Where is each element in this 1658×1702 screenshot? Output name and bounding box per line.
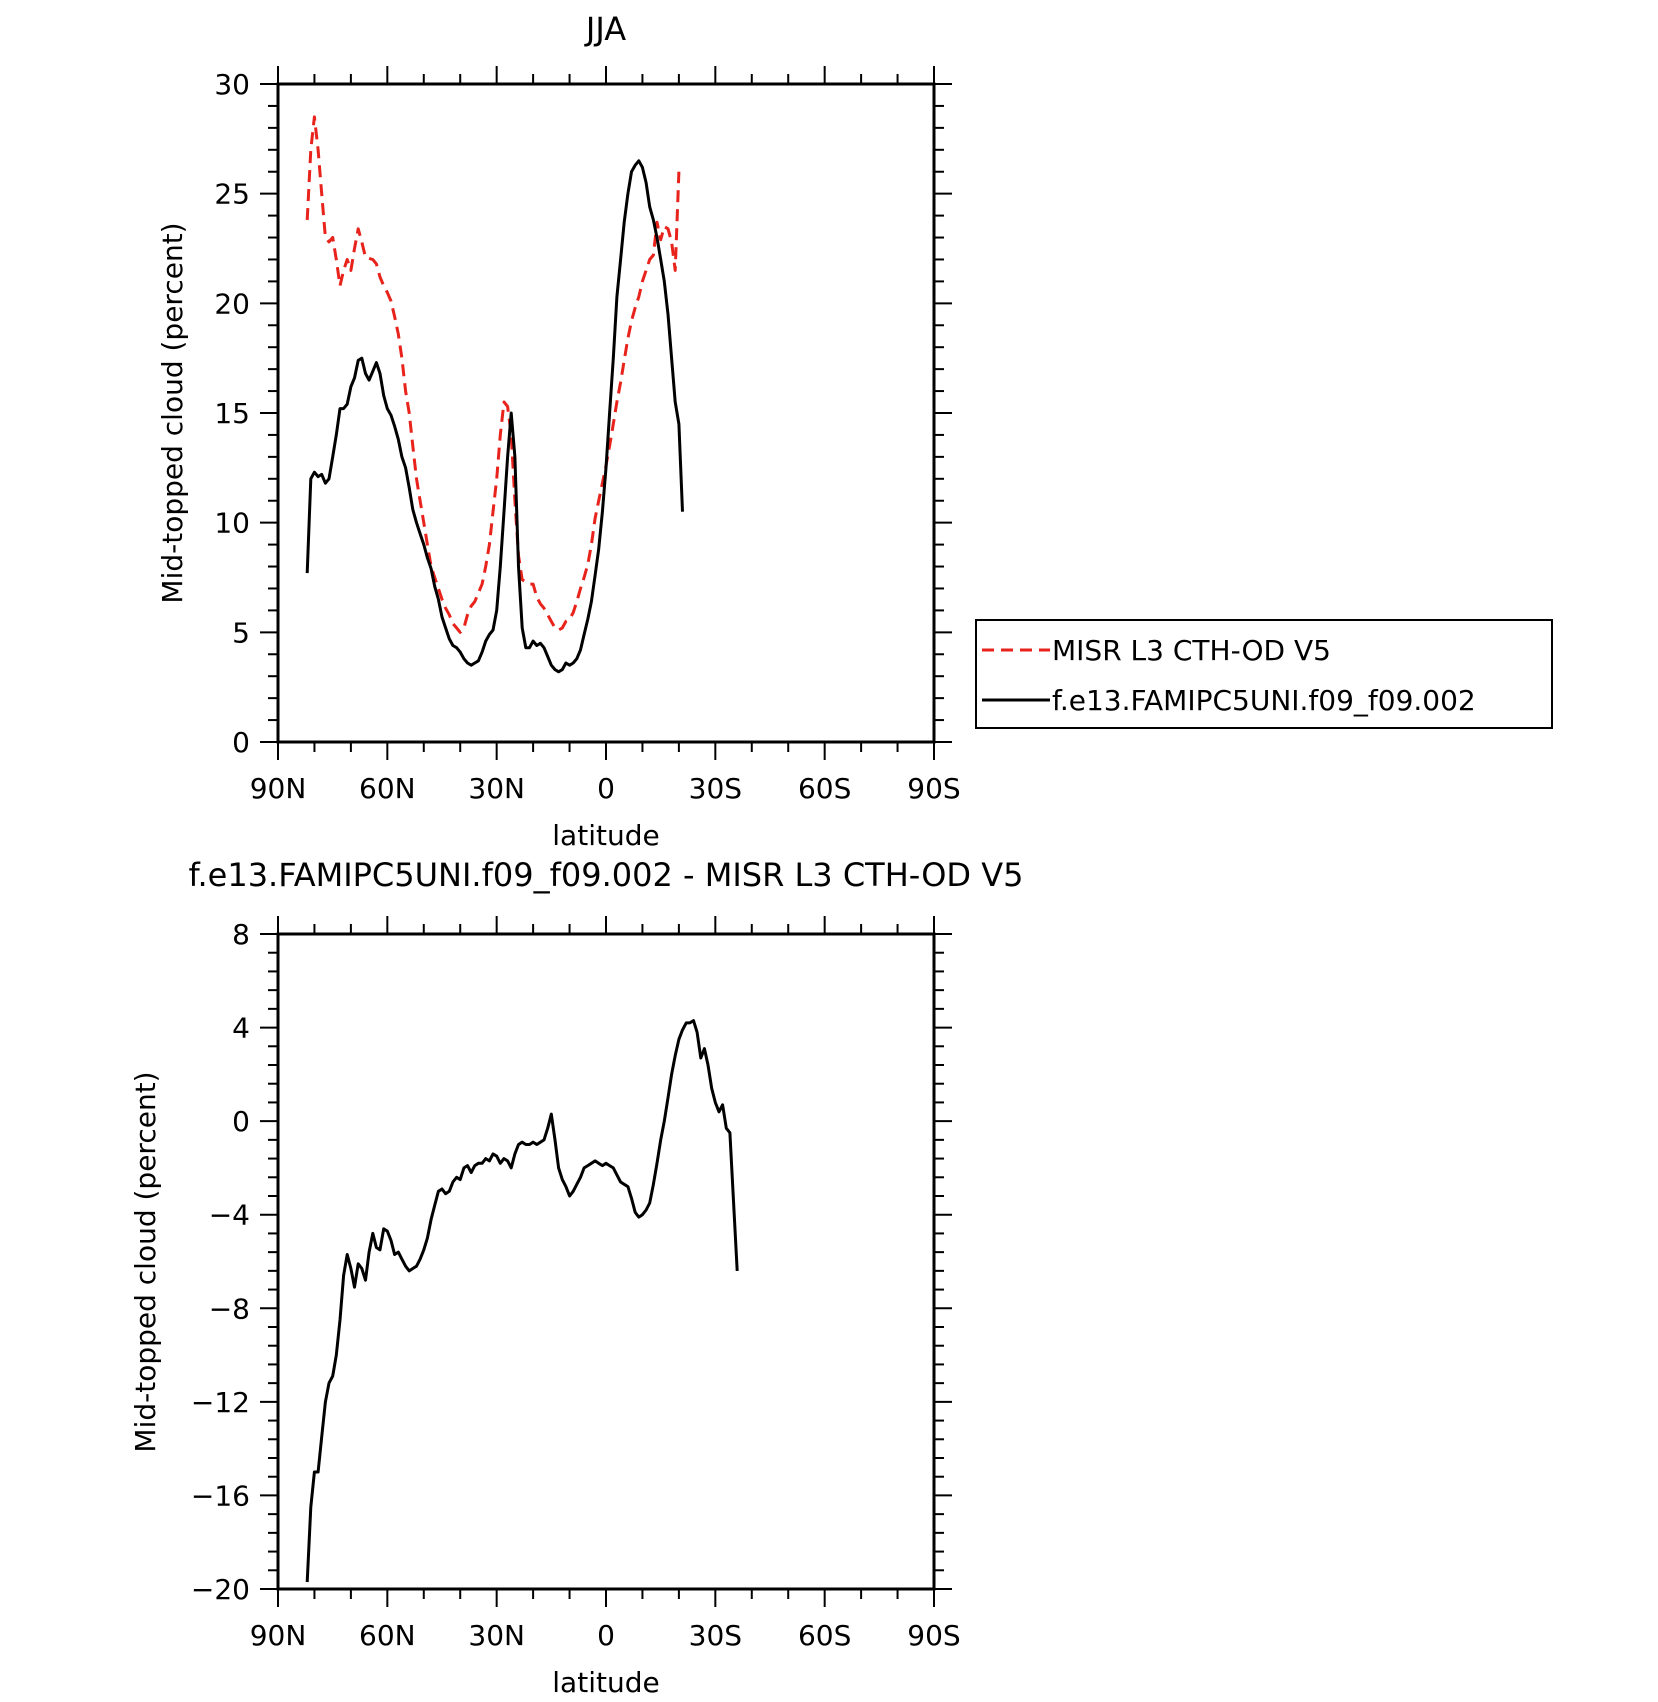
bottom-ytick-label: 8	[232, 918, 250, 951]
bottom-x-tick-labels: 90N 60N 30N 0 30S 60S 90S	[250, 1619, 961, 1652]
top-xtick-label: 0	[597, 772, 615, 805]
legend: MISR L3 CTH-OD V5 f.e13.FAMIPC5UNI.f09_f…	[975, 619, 1553, 729]
top-ytick-label: 15	[214, 397, 250, 430]
bottom-xtick-label: 30N	[468, 1619, 525, 1652]
top-ticks	[260, 66, 952, 760]
bottom-xtick-label: 60N	[359, 1619, 416, 1652]
top-xtick-label: 90N	[250, 772, 307, 805]
top-chart: JJA 90N 60N 30N 0 30S 60S 90S 0 5 10 15 20 25 30 lat…	[156, 10, 1553, 852]
bottom-ytick-label: 0	[232, 1105, 250, 1138]
bottom-ytick-label: −20	[191, 1573, 250, 1606]
legend-label-model: f.e13.FAMIPC5UNI.f09_f09.002	[1052, 684, 1476, 717]
bottom-series-lines	[305, 1019, 739, 1583]
top-x-axis-label: latitude	[552, 819, 659, 852]
top-ytick-label: 30	[214, 68, 250, 101]
top-xtick-label: 30S	[689, 772, 742, 805]
bottom-xtick-label: 90S	[907, 1619, 960, 1652]
bottom-series-line-0	[305, 1019, 739, 1583]
legend-box	[975, 619, 1553, 729]
top-xtick-label: 60S	[798, 772, 851, 805]
bottom-x-axis-label: latitude	[552, 1666, 659, 1699]
bottom-ytick-label: −8	[209, 1292, 250, 1325]
bottom-xtick-label: 30S	[689, 1619, 742, 1652]
bottom-ytick-label: 4	[232, 1012, 250, 1045]
top-x-tick-labels: 90N 60N 30N 0 30S 60S 90S	[250, 772, 961, 805]
bottom-xtick-label: 90N	[250, 1619, 307, 1652]
top-ytick-label: 10	[214, 507, 250, 540]
bottom-plot-frame	[276, 932, 936, 1591]
bottom-ytick-label: −16	[191, 1479, 250, 1512]
top-ytick-label: 0	[232, 726, 250, 759]
bottom-ticks	[260, 916, 952, 1607]
top-y-axis-label: Mid-topped cloud (percent)	[156, 222, 189, 603]
bottom-y-axis-label: Mid-topped cloud (percent)	[129, 1071, 162, 1452]
top-y-tick-labels: 0 5 10 15 20 25 30	[214, 68, 250, 759]
bottom-ytick-label: −4	[209, 1199, 250, 1232]
bottom-ytick-label: −12	[191, 1386, 250, 1419]
bottom-chart-title: f.e13.FAMIPC5UNI.f09_f09.002 - MISR L3 C…	[189, 856, 1024, 894]
bottom-xtick-label: 60S	[798, 1619, 851, 1652]
top-plot-frame	[276, 82, 936, 744]
legend-label-misr: MISR L3 CTH-OD V5	[1052, 634, 1331, 667]
top-series-line-0	[305, 115, 681, 634]
bottom-y-tick-labels: −20 −16 −12 −8 −4 0 4 8	[191, 918, 250, 1606]
top-xtick-label: 90S	[907, 772, 960, 805]
top-xtick-label: 60N	[359, 772, 416, 805]
top-ytick-label: 25	[214, 178, 250, 211]
top-chart-title: JJA	[584, 10, 626, 48]
bottom-xtick-label: 0	[597, 1619, 615, 1652]
top-series-lines	[305, 115, 684, 674]
top-xtick-label: 30N	[468, 772, 525, 805]
bottom-chart: f.e13.FAMIPC5UNI.f09_f09.002 - MISR L3 C…	[129, 856, 1023, 1699]
top-ytick-label: 5	[232, 616, 250, 649]
top-ytick-label: 20	[214, 287, 250, 320]
top-series-line-1	[305, 159, 684, 674]
